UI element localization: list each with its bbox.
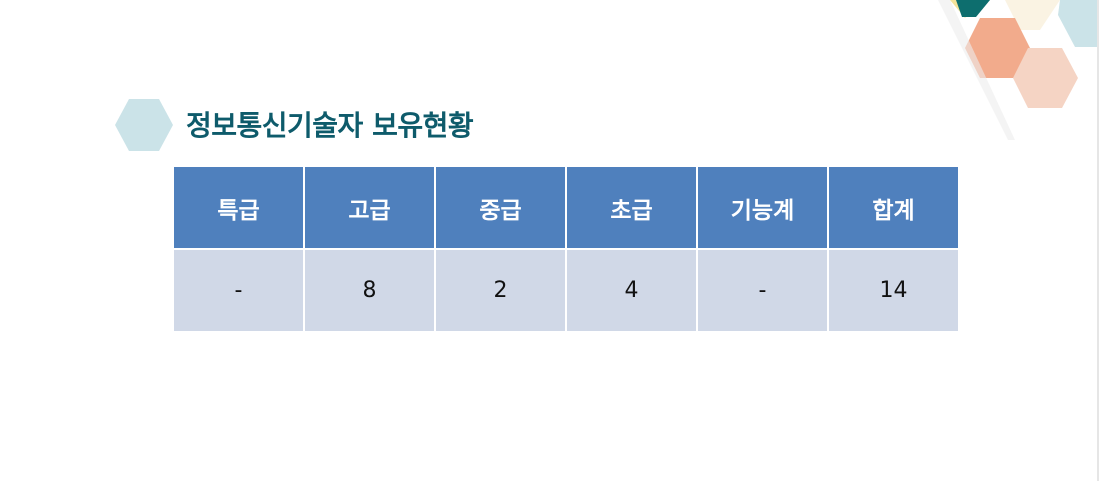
certification-table: 특급 고급 중급 초급 기능계 합계 - 8 2 4 - 14: [172, 165, 960, 333]
page-title: 정보통신기술자 보유현황: [186, 109, 474, 142]
table-cell: -: [698, 250, 827, 331]
table-cell: -: [174, 250, 303, 331]
header-cell: 합계: [829, 167, 958, 248]
header-cell: 기능계: [698, 167, 827, 248]
table-cell: 14: [829, 250, 958, 331]
table-cell: 2: [436, 250, 565, 331]
table-cell: 8: [305, 250, 434, 331]
header-cell: 중급: [436, 167, 565, 248]
header-cell: 고급: [305, 167, 434, 248]
slide-edge: [1097, 0, 1099, 481]
table-row: - 8 2 4 - 14: [174, 250, 958, 331]
table-cell: 4: [567, 250, 696, 331]
header-cell: 특급: [174, 167, 303, 248]
table-header-row: 특급 고급 중급 초급 기능계 합계: [174, 167, 958, 248]
header-cell: 초급: [567, 167, 696, 248]
hexagon-bullet-icon: [115, 99, 173, 151]
hexagon-decoration: [938, 0, 1099, 140]
